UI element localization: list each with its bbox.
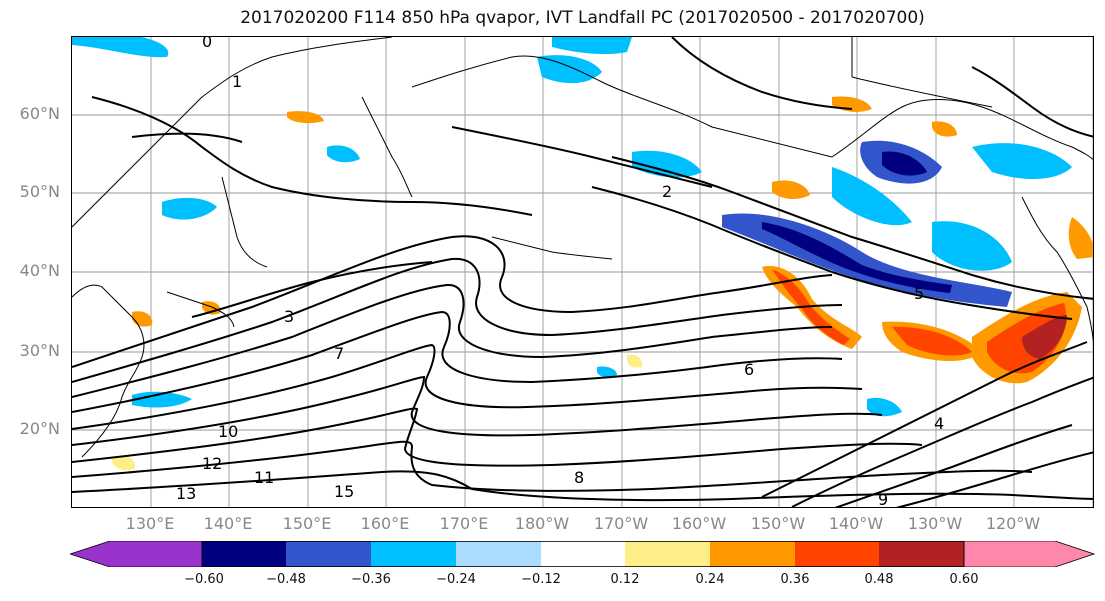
- contour-label-13: 13: [176, 484, 196, 503]
- colorbar-tick-8: 0.48: [864, 572, 894, 587]
- shaded-anomalies: [72, 37, 1093, 471]
- colorbar-cell-6: [625, 541, 710, 567]
- lon-label-160w: 160°W: [671, 514, 727, 533]
- contour-label-11: 11: [254, 468, 274, 487]
- colorbar-tick-5: 0.12: [610, 572, 640, 587]
- contours: [72, 37, 1093, 507]
- lat-label-30n: 30°N: [19, 341, 60, 360]
- map-panel: 0 1 2 3 4 5 6 7 8 9 10 11 12 13 15: [71, 36, 1094, 508]
- colorbar-tick-4: −0.12: [521, 572, 561, 587]
- contour-label-6: 6: [744, 360, 754, 379]
- contour-label-8: 8: [574, 468, 584, 487]
- colorbar-tick-3: −0.24: [436, 572, 476, 587]
- lat-label-20n: 20°N: [19, 419, 60, 438]
- lon-label-140e: 140°E: [203, 514, 253, 533]
- lon-label-160e: 160°E: [360, 514, 410, 533]
- colorbar-tick-7: 0.36: [780, 572, 810, 587]
- colorbar: [70, 541, 1095, 567]
- contour-label-7: 7: [334, 344, 344, 363]
- contour-label-1: 1: [232, 72, 242, 91]
- contour-label-0: 0: [202, 37, 212, 51]
- contour-label-5: 5: [914, 284, 924, 303]
- lon-label-120w: 120°W: [985, 514, 1041, 533]
- colorbar-cell-7: [710, 541, 795, 567]
- lon-label-170e: 170°E: [439, 514, 489, 533]
- colorbar-cell-3: [371, 541, 456, 567]
- lon-label-130e: 130°E: [125, 514, 175, 533]
- contour-label-2: 2: [662, 182, 672, 201]
- contour-label-10: 10: [218, 422, 238, 441]
- colorbar-cell-8: [795, 541, 879, 567]
- lon-label-130w: 130°W: [907, 514, 963, 533]
- contour-label-9: 9: [878, 490, 888, 508]
- lon-label-150e: 150°E: [282, 514, 332, 533]
- lon-label-180w: 180°W: [514, 514, 570, 533]
- colorbar-cell-4: [456, 541, 541, 567]
- colorbar-tick-9: 0.60: [949, 572, 979, 587]
- contour-label-15: 15: [334, 482, 354, 501]
- lon-label-140w: 140°W: [828, 514, 884, 533]
- colorbar-tick-0: −0.60: [184, 572, 224, 587]
- lon-label-170w: 170°W: [593, 514, 649, 533]
- map-canvas: 0 1 2 3 4 5 6 7 8 9 10 11 12 13 15: [72, 37, 1093, 508]
- colorbar-cell-5: [541, 541, 625, 567]
- coastlines: [72, 37, 1093, 458]
- lat-label-40n: 40°N: [19, 261, 60, 280]
- colorbar-tick-2: −0.36: [351, 572, 391, 587]
- colorbar-tick-1: −0.48: [266, 572, 306, 587]
- contour-label-4: 4: [934, 414, 944, 433]
- map-title: 2017020200 F114 850 hPa qvapor, IVT Land…: [240, 8, 925, 28]
- colorbar-tick-6: 0.24: [695, 572, 725, 587]
- lat-label-50n: 50°N: [19, 182, 60, 201]
- colorbar-cell-9: [879, 541, 964, 567]
- contour-label-3: 3: [284, 307, 294, 326]
- colorbar-cell-10: [963, 541, 1095, 567]
- contour-label-12: 12: [202, 454, 222, 473]
- lat-label-60n: 60°N: [19, 104, 60, 123]
- colorbar-cell-2: [286, 541, 371, 567]
- colorbar-cell-1: [202, 541, 286, 567]
- colorbar-cell-0: [70, 541, 203, 567]
- contour-labels: 0 1 2 3 4 5 6 7 8 9 10 11 12 13 15: [176, 37, 944, 508]
- lon-label-150w: 150°W: [750, 514, 806, 533]
